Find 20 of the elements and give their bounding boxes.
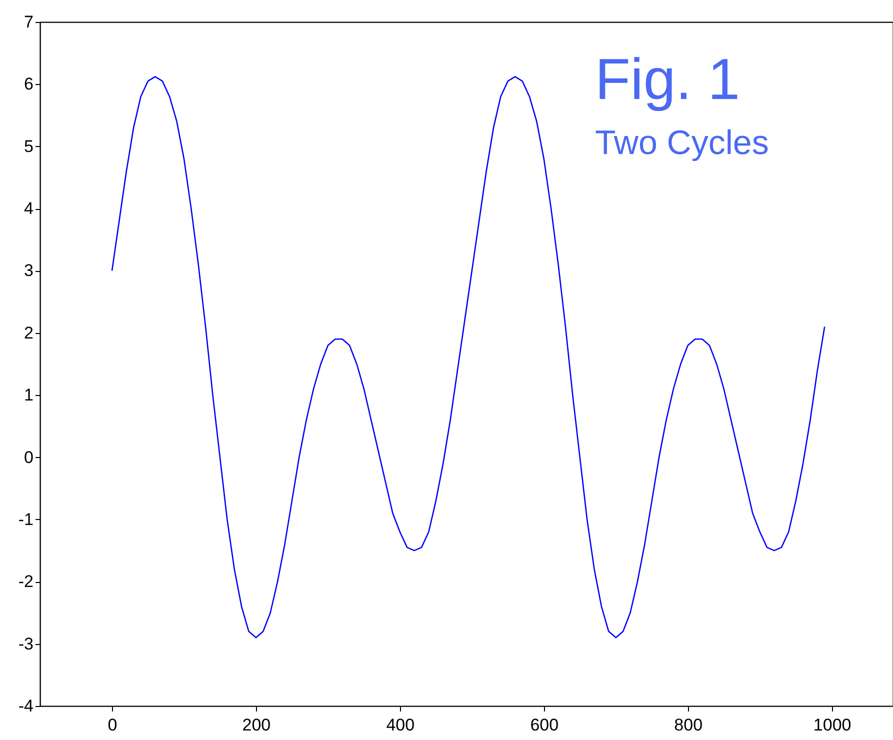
x-tick-label: 1000	[813, 716, 852, 734]
x-tick-label: 400	[386, 716, 415, 734]
y-tick-label: 2	[24, 323, 34, 342]
y-tick-label: -3	[18, 634, 34, 654]
y-tick-label: 5	[24, 136, 34, 156]
y-tick-label: 0	[24, 448, 34, 467]
x-tick-label: 0	[108, 716, 118, 734]
y-tick-label: -2	[18, 572, 34, 592]
y-tick-label: 3	[24, 261, 34, 280]
y-tick-label: 6	[24, 74, 34, 94]
annotation: Fig. 1	[595, 47, 740, 112]
y-tick-label: -1	[18, 510, 34, 529]
y-tick-label: 4	[24, 199, 34, 218]
annotation: Two Cycles	[595, 124, 769, 162]
x-tick-label: 200	[242, 716, 271, 734]
x-tick-label: 600	[530, 716, 559, 734]
x-tick-label: 800	[674, 716, 703, 734]
y-tick-label: 1	[24, 386, 34, 405]
y-tick-label: 7	[24, 12, 34, 32]
y-tick-label: -4	[18, 696, 34, 716]
